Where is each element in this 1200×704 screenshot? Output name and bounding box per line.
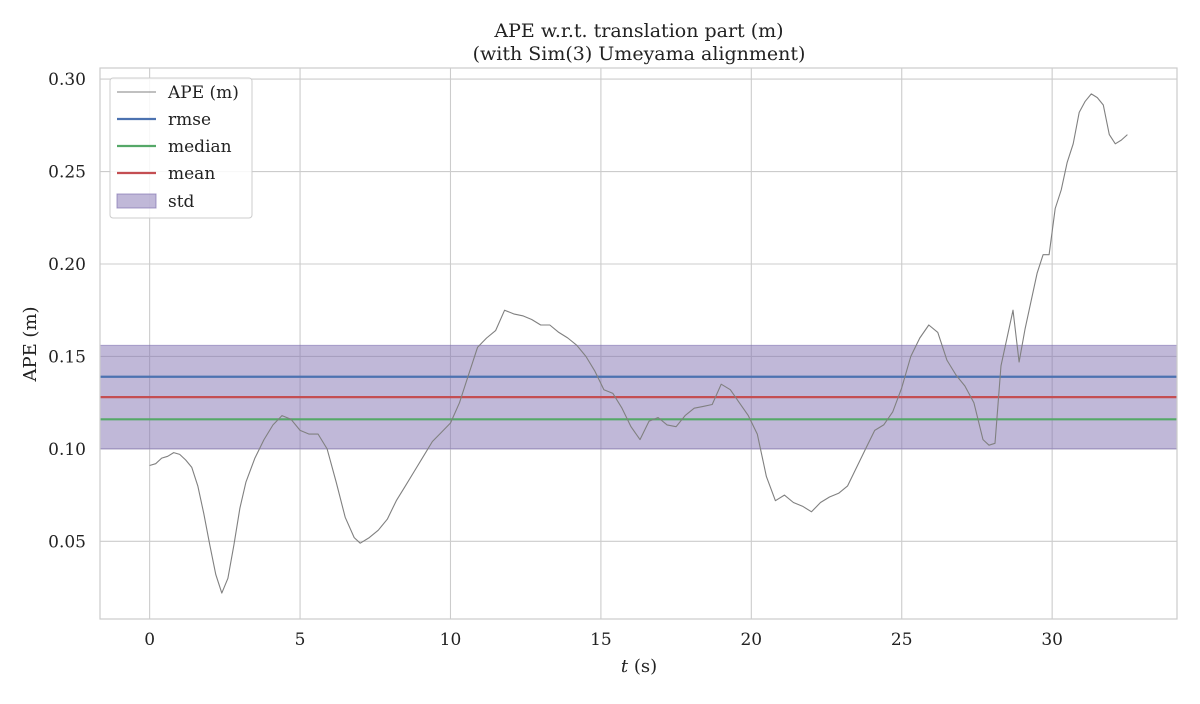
plot-frame (99, 67, 1178, 620)
y-tick-label: 0.05 (48, 532, 86, 552)
x-tick-label: 10 (440, 630, 462, 650)
x-tick-label: 0 (144, 630, 155, 650)
x-tick-labels: 0 5 10 15 20 25 30 (144, 630, 1063, 650)
statistic-lines (100, 375, 1177, 421)
legend: APE (m) rmse median mean std (109, 77, 253, 219)
y-tick-label: 0.30 (48, 70, 86, 90)
y-tick-labels: 0.05 0.10 0.15 0.20 0.25 0.30 (48, 70, 86, 552)
chart-subtitle: (with Sim(3) Umeyama alignment) (473, 43, 806, 65)
ape-series-layer (149, 93, 1128, 594)
x-tick-label: 25 (891, 630, 913, 650)
x-tick-label: 20 (740, 630, 762, 650)
legend-box (109, 77, 253, 219)
x-tick-label: 5 (295, 630, 306, 650)
y-tick-label: 0.15 (48, 347, 86, 367)
x-axis-unit: (s) (628, 656, 657, 677)
legend-swatch-std (116, 193, 157, 209)
ape-line (149, 93, 1128, 594)
legend-label: median (168, 137, 232, 157)
x-tick-label: 15 (590, 630, 612, 650)
legend-label: APE (m) (167, 83, 239, 103)
y-tick-label: 0.20 (48, 255, 86, 275)
legend-label: std (168, 192, 195, 212)
legend-label: mean (168, 164, 215, 184)
y-tick-label: 0.10 (48, 440, 86, 460)
legend-label: rmse (168, 110, 211, 130)
x-tick-label: 30 (1041, 630, 1063, 650)
y-tick-label: 0.25 (48, 163, 86, 183)
x-axis-label: t (s) (621, 656, 657, 677)
chart-title: APE w.r.t. translation part (m) (493, 20, 783, 42)
x-axis-variable: t (621, 656, 629, 677)
y-axis-label: APE (m) (20, 306, 41, 382)
